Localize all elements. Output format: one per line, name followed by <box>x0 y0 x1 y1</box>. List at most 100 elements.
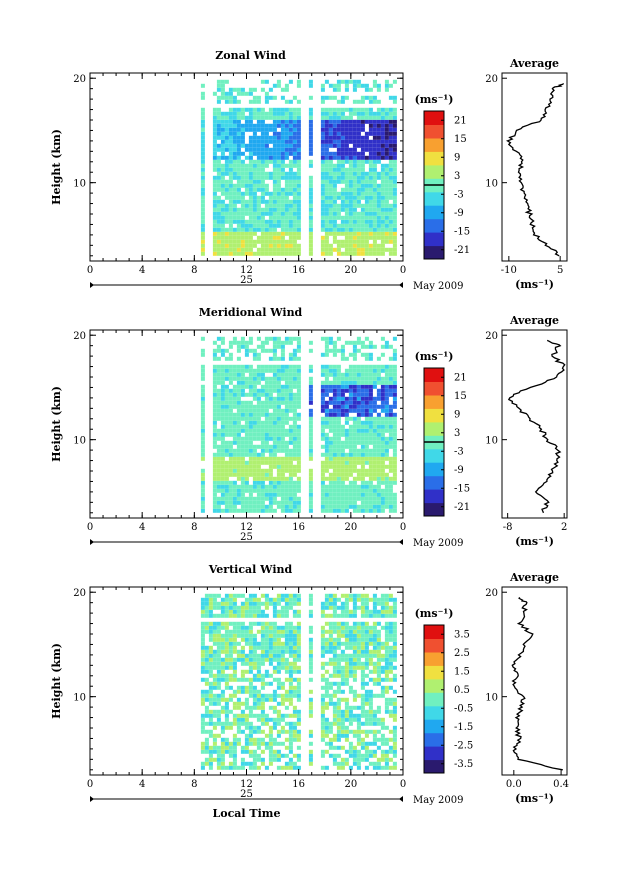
heatmap-cell <box>228 428 233 433</box>
heatmap-cell <box>232 195 237 200</box>
heatmap-cell <box>252 195 257 200</box>
heatmap-cell <box>360 605 365 610</box>
heatmap-cell <box>276 207 281 212</box>
heatmap-cell <box>220 613 225 618</box>
heatmap-cell <box>380 179 385 184</box>
heatmap-cell <box>360 400 365 405</box>
heatmap-cell <box>392 460 397 465</box>
heatmap-cell <box>284 448 289 453</box>
heatmap-cell <box>272 440 277 445</box>
heatmap-cell <box>268 436 273 441</box>
heatmap-cell <box>296 508 301 513</box>
heatmap-cell <box>220 408 225 413</box>
heatmap-cell <box>248 388 253 393</box>
heatmap-cell <box>260 504 265 509</box>
heatmap-cell <box>384 235 389 240</box>
heatmap-cell <box>292 372 297 377</box>
heatmap-cell <box>256 500 261 505</box>
heatmap-cell <box>356 400 361 405</box>
heatmap-cell <box>356 388 361 393</box>
heatmap-cell <box>228 123 233 128</box>
heatmap-cell <box>260 127 265 132</box>
heatmap-cell <box>376 444 381 449</box>
heatmap-cell <box>308 757 313 762</box>
heatmap-cell <box>356 645 361 650</box>
heatmap-cell <box>376 380 381 385</box>
heatmap-cell <box>232 436 237 441</box>
heatmap-cell <box>336 468 341 473</box>
heatmap-cell <box>332 412 337 417</box>
heatmap-cell <box>320 404 325 409</box>
heatmap-cell <box>220 247 225 252</box>
heatmap-cell <box>352 428 357 433</box>
heatmap-cell <box>324 436 329 441</box>
heatmap-cell <box>284 452 289 457</box>
heatmap-cell <box>280 649 285 654</box>
heatmap-cell <box>388 187 393 192</box>
heatmap-cell <box>296 151 301 156</box>
heatmap-cell <box>276 420 281 425</box>
heatmap-cell <box>364 420 369 425</box>
heatmap-cell <box>284 380 289 385</box>
heatmap-cell <box>252 765 257 770</box>
heatmap-cell <box>264 368 269 373</box>
heatmap-cell <box>212 396 217 401</box>
heatmap-cell <box>320 388 325 393</box>
heatmap-cell <box>252 199 257 204</box>
heatmap-cell <box>288 223 293 228</box>
heatmap-cell <box>348 400 353 405</box>
heatmap-cell <box>392 115 397 120</box>
heatmap-cell <box>244 677 249 682</box>
heatmap-cell <box>364 621 369 626</box>
heatmap-cell <box>260 472 265 477</box>
heatmap-cell <box>364 729 369 734</box>
heatmap-cell <box>332 424 337 429</box>
heatmap-cell <box>388 488 393 493</box>
heatmap-cell <box>240 364 245 369</box>
heatmap-cell <box>308 649 313 654</box>
heatmap-cell <box>348 131 353 136</box>
heatmap-cell <box>328 167 333 172</box>
heatmap-cell <box>348 641 353 646</box>
heatmap-cell <box>308 412 313 417</box>
heatmap-cell <box>356 420 361 425</box>
heatmap-cell <box>236 701 241 706</box>
heatmap-cell <box>220 348 225 353</box>
heatmap-cell <box>292 95 297 100</box>
heatmap-cell <box>220 761 225 766</box>
heatmap-cell <box>248 504 253 509</box>
heatmap-cell <box>236 231 241 236</box>
heatmap-cell <box>288 488 293 493</box>
heatmap-cell <box>360 661 365 666</box>
heatmap-cell <box>340 171 345 176</box>
heatmap-cell <box>352 179 357 184</box>
heatmap-cell <box>372 649 377 654</box>
heatmap-cell <box>324 685 329 690</box>
heatmap-cell <box>256 171 261 176</box>
heatmap-cell <box>376 223 381 228</box>
heatmap-cell <box>392 464 397 469</box>
heatmap-cell <box>220 211 225 216</box>
heatmap-cell <box>244 653 249 658</box>
heatmap-cell <box>248 488 253 493</box>
heatmap-cell <box>368 163 373 168</box>
heatmap-cell <box>256 203 261 208</box>
heatmap-cell <box>352 135 357 140</box>
heatmap-cell <box>256 613 261 618</box>
heatmap-cell <box>340 460 345 465</box>
heatmap-cell <box>260 424 265 429</box>
heatmap-cell <box>352 601 357 606</box>
heatmap-cell <box>212 416 217 421</box>
heatmap-cell <box>368 131 373 136</box>
heatmap-cell <box>384 376 389 381</box>
heatmap-cell <box>224 235 229 240</box>
heatmap-cell <box>200 657 205 662</box>
heatmap-cell <box>296 765 301 770</box>
heatmap-cell <box>384 633 389 638</box>
heatmap-cell <box>332 183 337 188</box>
heatmap-cell <box>296 336 301 341</box>
heatmap-cells <box>200 593 397 770</box>
heatmap-cell <box>380 107 385 112</box>
heatmap-cell <box>308 601 313 606</box>
heatmap-cell <box>280 440 285 445</box>
